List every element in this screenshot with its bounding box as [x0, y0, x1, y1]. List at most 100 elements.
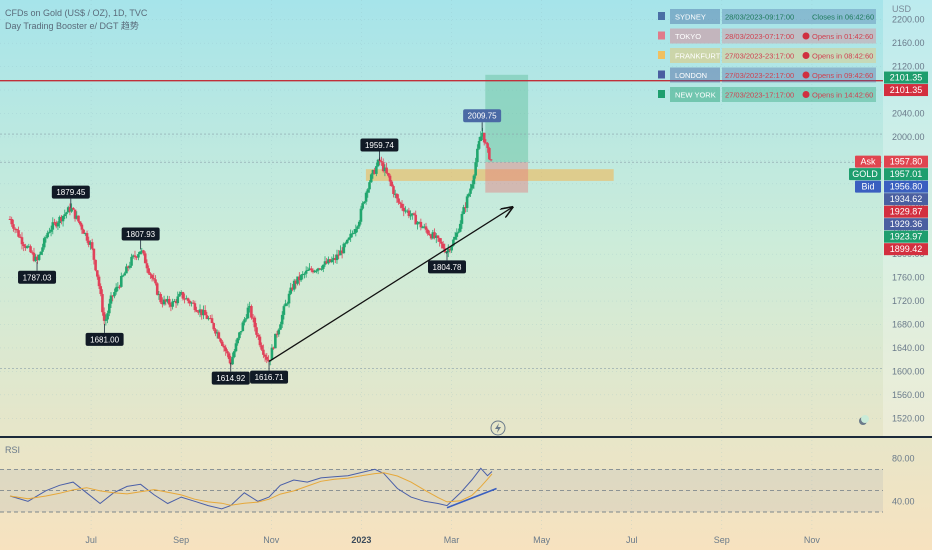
candle-body	[380, 161, 383, 163]
candle-body	[390, 181, 394, 187]
candle-body	[411, 213, 414, 216]
candle-body	[287, 293, 291, 304]
candle-body	[450, 245, 453, 251]
session-status: Opens in 08:42:60	[812, 52, 873, 61]
session-time-cell	[722, 48, 807, 63]
candle-body	[65, 212, 68, 215]
rsi-trendline[interactable]	[446, 487, 497, 509]
candle-body	[426, 229, 430, 234]
candle-body	[433, 232, 436, 238]
candle-body	[303, 273, 306, 275]
candle-body	[70, 207, 73, 212]
candle-body	[34, 256, 37, 261]
candle-body	[171, 301, 174, 307]
candle-body	[30, 252, 34, 254]
candle-body	[275, 333, 279, 335]
candle-body	[332, 258, 335, 260]
candle-body	[270, 347, 274, 361]
candle-body	[56, 223, 60, 227]
candle-body	[104, 319, 108, 321]
time-tick-label: May	[533, 535, 551, 545]
candle-body	[299, 275, 303, 281]
price-tick-label: 1680.00	[892, 320, 925, 330]
candle-body	[185, 298, 188, 300]
session-name-cell	[670, 67, 720, 83]
candle-body	[195, 310, 198, 312]
session-color-swatch	[658, 31, 665, 40]
session-color-swatch	[658, 70, 665, 79]
price-tick-label: 1640.00	[892, 343, 925, 353]
candle-body	[371, 170, 375, 175]
candle-body	[366, 189, 370, 193]
trend-arrow[interactable]	[268, 207, 512, 362]
candle-body	[364, 192, 368, 202]
candle-body	[49, 229, 53, 232]
candle-body	[61, 216, 65, 222]
candle-body	[311, 270, 315, 273]
price-tick-label: 1560.00	[892, 390, 925, 400]
price-tag-box	[855, 155, 881, 168]
time-tick-label: Nov	[804, 535, 821, 545]
candle-body	[17, 230, 20, 237]
status-dot-icon	[802, 91, 810, 98]
candle-body	[48, 231, 51, 233]
annotation-label: 1787.03	[23, 273, 52, 282]
candle-body	[169, 304, 173, 307]
candle-body	[236, 338, 239, 344]
rsi-line	[9, 467, 493, 510]
annotation-label: 1807.93	[126, 230, 155, 239]
candle-body	[183, 298, 186, 300]
sessions-table: SYDNEY 28/03/2023-09:17:00 Closes in 06:42…	[658, 9, 876, 102]
candle-body	[333, 258, 337, 261]
supply-zone	[365, 169, 614, 181]
time-tick-label: Sep	[173, 535, 189, 545]
candle-body	[253, 317, 257, 328]
session-name: TOKYO	[675, 32, 701, 41]
price-label-box	[884, 218, 928, 231]
price-tag-label: GOLD	[852, 169, 878, 179]
candle-body	[363, 201, 366, 204]
candle-body	[15, 229, 19, 231]
price-label: 2101.35	[890, 85, 923, 95]
candle-body	[404, 210, 407, 212]
candle-body	[369, 174, 373, 183]
candle-body	[405, 210, 409, 212]
candle-body	[44, 237, 48, 239]
candle-body	[24, 246, 27, 248]
candle-body	[292, 280, 296, 290]
candle-body	[60, 216, 63, 222]
price-label: 1929.87	[890, 207, 923, 217]
price-label-box	[884, 84, 928, 97]
candle-body	[327, 259, 330, 264]
candle-body	[263, 354, 267, 357]
candle-body	[167, 298, 171, 305]
candle-body	[155, 283, 159, 295]
session-status-cell	[807, 87, 876, 102]
session-name-cell	[670, 9, 720, 24]
candle-body	[465, 196, 469, 208]
price-label: 1899.42	[890, 244, 923, 254]
candle-body	[222, 345, 226, 348]
candle-body	[94, 259, 97, 271]
candle-body	[323, 261, 327, 265]
candle-body	[106, 313, 109, 320]
candle-body	[397, 198, 400, 203]
candle-body	[265, 356, 269, 360]
candle-body	[214, 329, 217, 334]
moon-icon[interactable]	[859, 415, 869, 425]
annotation-label: 2009.75	[468, 112, 497, 121]
candle-body	[84, 233, 87, 235]
rsi-pane: 80.00 40.00	[0, 454, 915, 513]
session-status-cell	[807, 67, 876, 83]
candle-body	[208, 318, 212, 320]
pane-separator[interactable]	[0, 436, 932, 438]
candle-body	[27, 246, 31, 248]
candle-body	[92, 248, 96, 260]
candle-body	[133, 255, 137, 257]
lightning-icon[interactable]	[490, 420, 506, 436]
candle-body	[20, 237, 24, 245]
session-time: 28/03/2023-07:17:00	[725, 32, 794, 41]
session-color-swatch	[658, 90, 665, 98]
candle-body	[85, 233, 89, 241]
candle-body	[90, 242, 94, 249]
